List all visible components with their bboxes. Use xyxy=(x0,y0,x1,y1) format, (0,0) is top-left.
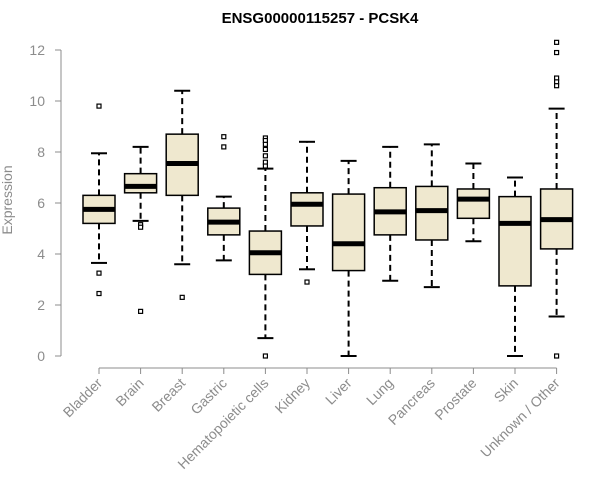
outlier-point xyxy=(221,134,227,140)
outlier-point xyxy=(262,163,268,169)
y-tick-label: 10 xyxy=(29,93,45,109)
outlier-point xyxy=(138,224,144,230)
y-tick-label: 2 xyxy=(37,297,45,313)
x-tick-label: Lung xyxy=(363,375,396,408)
outlier-point xyxy=(553,83,560,89)
x-tick-label: Breast xyxy=(148,375,188,415)
outlier-point xyxy=(304,279,310,285)
y-axis-label: Expression xyxy=(0,165,15,234)
y-tick-label: 4 xyxy=(37,246,45,262)
outlier-point xyxy=(553,39,560,45)
box-group xyxy=(82,103,116,297)
x-tick-label: Unknown / Other xyxy=(477,375,563,461)
box-group xyxy=(248,135,283,359)
y-axis: 0 2 4 6 8 10 12 xyxy=(29,42,62,364)
box-group xyxy=(165,89,199,300)
outlier-point xyxy=(96,103,102,109)
box-iqr xyxy=(415,185,449,241)
box-iqr xyxy=(290,192,324,227)
x-tick-label: Liver xyxy=(322,375,355,408)
box-group xyxy=(415,143,449,289)
box-group xyxy=(331,159,366,357)
x-tick-label: Kidney xyxy=(272,375,314,417)
outlier-point xyxy=(553,353,560,359)
y-tick-label: 6 xyxy=(37,195,45,211)
outlier-point xyxy=(262,146,268,153)
x-tick-label: Brain xyxy=(112,375,146,409)
chart-title: ENSG00000115257 - PCSK4 xyxy=(222,10,419,27)
x-tick-label: Bladder xyxy=(60,375,106,421)
outlier-point xyxy=(221,144,227,150)
y-tick-label: 12 xyxy=(29,42,45,58)
x-tick-label: Prostate xyxy=(431,375,479,423)
outlier-point xyxy=(262,141,268,147)
y-tick-label: 8 xyxy=(37,144,45,160)
box-group xyxy=(539,39,574,359)
box-group xyxy=(456,162,491,243)
y-tick-label: 0 xyxy=(37,348,45,364)
outlier-point xyxy=(553,49,560,56)
outlier-point xyxy=(138,308,144,314)
box-iqr xyxy=(331,193,366,272)
outlier-point xyxy=(96,290,102,297)
box-group xyxy=(123,145,158,314)
box-iqr xyxy=(498,195,532,287)
box-group xyxy=(290,140,324,285)
box-iqr xyxy=(456,188,491,220)
box-group xyxy=(207,134,241,262)
outlier-point xyxy=(262,353,268,359)
outlier-point xyxy=(96,270,102,276)
box-group xyxy=(373,145,407,282)
boxes-layer xyxy=(82,39,574,359)
box-iqr xyxy=(123,172,158,194)
x-tick-label: Skin xyxy=(491,375,522,406)
outlier-point xyxy=(262,153,268,159)
outlier-point xyxy=(179,294,185,300)
box-group xyxy=(498,176,532,357)
